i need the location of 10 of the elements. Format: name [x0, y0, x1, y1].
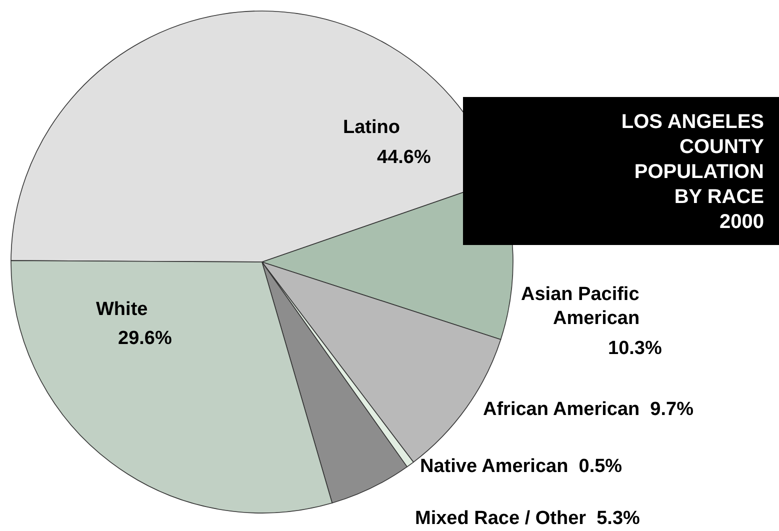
slice-label: White	[96, 299, 148, 320]
data-label: 10.3%	[608, 338, 662, 359]
data-label: 29.6%	[118, 328, 172, 349]
slice-label: Native American 0.5%	[420, 456, 622, 477]
slice-label: Asian Pacific American	[521, 284, 640, 329]
data-label: 44.6%	[377, 147, 431, 168]
slice-label: African American 9.7%	[483, 399, 694, 420]
slice-label: Mixed Race / Other 5.3%	[415, 508, 640, 529]
text: LOS ANGELES COUNTY POPULATION BY RACE 2000	[621, 111, 765, 233]
slice-label: Latino	[343, 117, 400, 138]
